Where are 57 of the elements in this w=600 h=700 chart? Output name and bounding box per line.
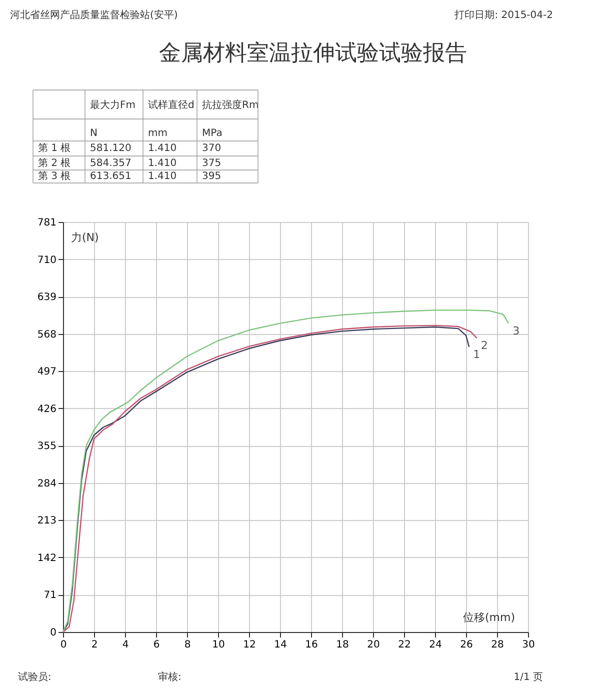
text: 最大力Fm: [90, 99, 136, 111]
x-tick-label: 4: [122, 640, 129, 650]
text: 1.410: [148, 158, 177, 169]
text: 581.120: [90, 143, 132, 154]
x-tick-label: 2: [91, 640, 98, 650]
text: 第 3 根: [38, 170, 71, 182]
y-tick-label: 710: [37, 254, 56, 266]
text: 1.410: [148, 143, 177, 154]
chart-title: 金属材料室温拉伸试验试验报告: [159, 41, 467, 66]
y-tick-label: 568: [37, 329, 56, 340]
series-label: 2: [480, 339, 488, 352]
x-axis-title: 位移(mm): [463, 611, 516, 624]
text: 613.651: [90, 171, 132, 182]
text: 1/1 页: [514, 672, 543, 683]
x-tick-label: 16: [305, 640, 318, 650]
y-tick-label: 71: [44, 590, 56, 602]
text: 抗拉强度Rm: [202, 99, 259, 111]
text: 584.357: [90, 158, 132, 169]
text: 370: [202, 143, 222, 154]
x-tick-label: 12: [243, 640, 256, 650]
y-tick-label: 639: [37, 292, 56, 304]
x-tick-label: 6: [153, 640, 160, 650]
x-tick-label: 18: [336, 640, 349, 650]
x-tick-label: 14: [274, 640, 287, 650]
x-tick-label: 20: [367, 640, 380, 650]
x-tick-label: 28: [491, 640, 504, 650]
text: 375: [202, 158, 222, 169]
x-tick-label: 26: [460, 640, 473, 650]
text: 试验员:: [18, 671, 52, 683]
x-tick-label: 24: [429, 640, 442, 650]
text: 1.410: [148, 171, 177, 182]
text: 395: [202, 171, 222, 182]
y-tick-label: 781: [37, 218, 56, 228]
text: 第 2 根: [38, 157, 71, 169]
y-tick-label: 0: [50, 628, 56, 638]
text: 审核:: [158, 671, 182, 683]
x-tick-label: 10: [212, 640, 225, 650]
x-tick-label: 30: [522, 640, 535, 650]
x-tick-label: 8: [184, 640, 191, 650]
text: 试样直径d: [148, 99, 194, 111]
series-label: 1: [473, 348, 480, 361]
text: 河北省丝网产品质量监督检验站(安平): [10, 9, 178, 21]
text: 打印日期: 2015-04-2: [454, 9, 553, 21]
series-label: 3: [512, 324, 520, 338]
x-tick-label: 0: [60, 640, 67, 650]
y-tick-label: 213: [37, 516, 56, 527]
text: N: [90, 128, 98, 139]
y-tick-label: 497: [37, 366, 56, 378]
y-tick-label: 284: [37, 478, 56, 490]
y-tick-label: 142: [37, 552, 56, 564]
text: 第 1 根: [38, 142, 71, 154]
y-tick-label: 426: [37, 404, 56, 415]
x-tick-label: 22: [398, 640, 411, 650]
y-tick-label: 355: [37, 441, 56, 452]
text: mm: [148, 128, 168, 139]
y-axis-title: 力(N): [71, 231, 99, 244]
text: MPa: [202, 128, 222, 139]
